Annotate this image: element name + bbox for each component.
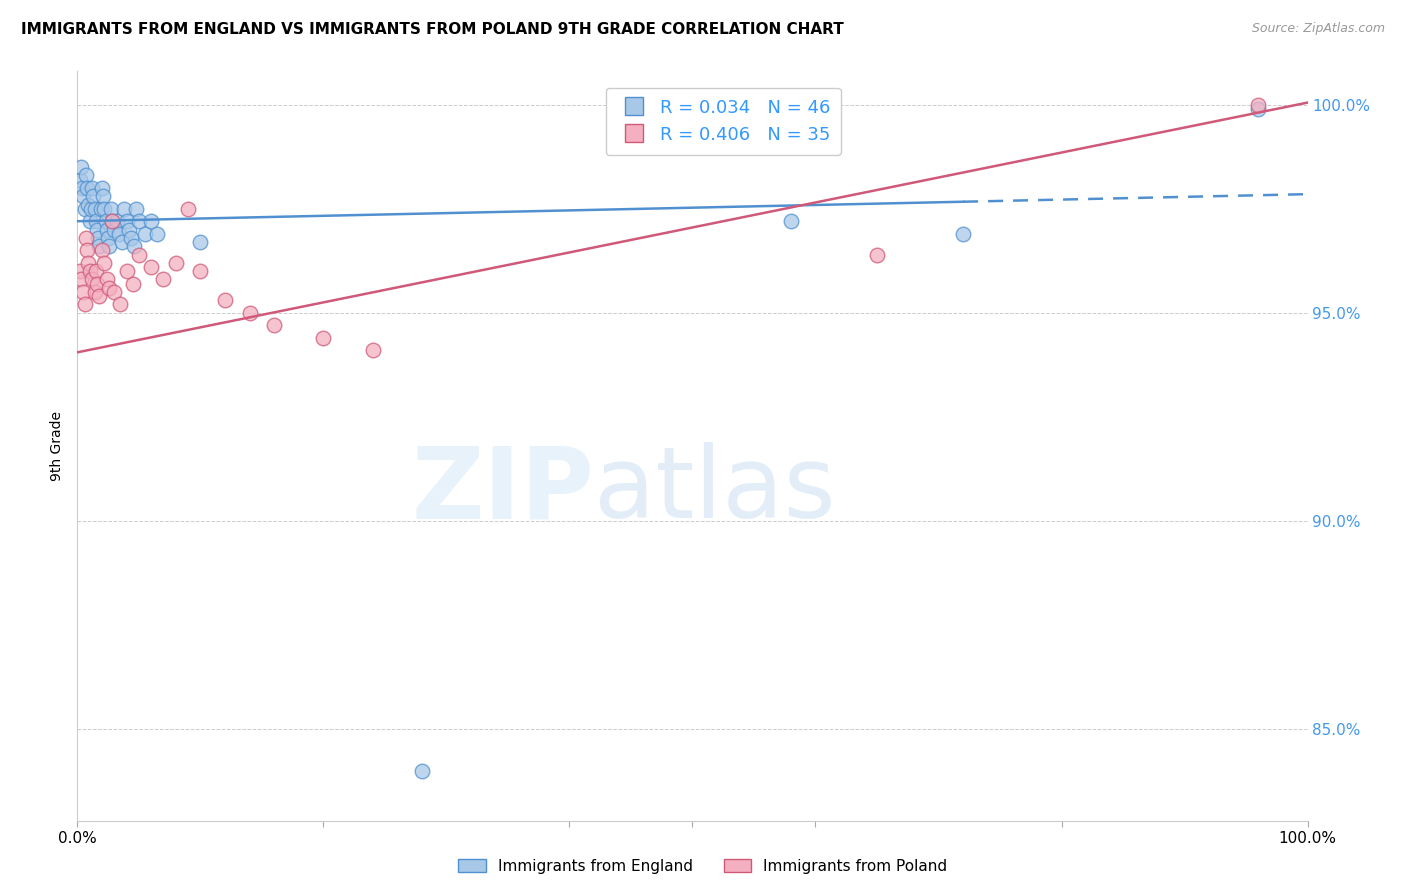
Point: [86, 222, 108, 236]
Point: [79, 264, 101, 278]
Point: [128, 214, 150, 228]
Point: [146, 227, 169, 241]
Point: [108, 227, 131, 241]
Point: [121, 231, 143, 245]
Point: [76, 244, 98, 258]
Point: [866, 247, 889, 261]
Point: [105, 214, 128, 228]
Point: [73, 297, 96, 311]
Point: [239, 306, 262, 320]
Point: [103, 285, 125, 299]
Text: atlas: atlas: [595, 442, 835, 540]
Point: [75, 169, 97, 183]
Point: [82, 272, 104, 286]
Point: [72, 285, 94, 299]
Point: [115, 264, 138, 278]
Point: [79, 214, 101, 228]
Point: [98, 281, 121, 295]
Point: [97, 231, 120, 245]
Text: Source: ZipAtlas.com: Source: ZipAtlas.com: [1251, 22, 1385, 36]
Point: [89, 289, 111, 303]
Point: [96, 222, 118, 236]
Point: [110, 297, 132, 311]
Point: [83, 202, 105, 216]
Point: [93, 202, 115, 216]
Point: [361, 343, 384, 358]
Point: [72, 189, 94, 203]
Point: [90, 244, 114, 258]
Point: [84, 264, 107, 278]
Point: [141, 260, 163, 274]
Point: [188, 264, 212, 278]
Point: [128, 247, 150, 261]
Point: [82, 181, 104, 195]
Point: [90, 202, 112, 216]
Point: [77, 197, 100, 211]
Point: [83, 285, 105, 299]
Point: [70, 160, 93, 174]
Point: [73, 202, 96, 216]
Point: [188, 235, 212, 249]
Point: [952, 227, 974, 241]
Point: [80, 202, 103, 216]
Y-axis label: 9th Grade: 9th Grade: [51, 411, 65, 481]
Point: [141, 214, 163, 228]
Text: IMMIGRANTS FROM ENGLAND VS IMMIGRANTS FROM POLAND 9TH GRADE CORRELATION CHART: IMMIGRANTS FROM ENGLAND VS IMMIGRANTS FR…: [21, 22, 844, 37]
Point: [76, 181, 98, 195]
Point: [111, 235, 132, 249]
Point: [263, 318, 285, 333]
Point: [91, 189, 114, 203]
Point: [118, 222, 141, 236]
Point: [121, 277, 143, 291]
Point: [312, 331, 335, 345]
Point: [87, 231, 110, 245]
Point: [84, 214, 107, 228]
Point: [101, 214, 124, 228]
Text: ZIP: ZIP: [411, 442, 595, 540]
Point: [165, 256, 187, 270]
Legend: Immigrants from England, Immigrants from Poland: Immigrants from England, Immigrants from…: [453, 853, 953, 880]
Point: [411, 764, 433, 778]
Point: [69, 172, 91, 186]
Point: [77, 256, 100, 270]
Point: [177, 202, 200, 216]
Point: [70, 181, 93, 195]
Point: [82, 189, 104, 203]
Point: [1247, 102, 1270, 116]
Point: [75, 231, 97, 245]
Point: [96, 272, 118, 286]
Point: [69, 264, 91, 278]
Point: [134, 227, 156, 241]
Point: [100, 202, 122, 216]
Point: [152, 272, 174, 286]
Point: [94, 214, 117, 228]
Point: [115, 214, 138, 228]
Point: [214, 293, 236, 308]
Point: [89, 239, 111, 253]
Point: [93, 256, 115, 270]
Point: [86, 277, 108, 291]
Point: [112, 202, 135, 216]
Legend: R = 0.034   N = 46, R = 0.406   N = 35: R = 0.034 N = 46, R = 0.406 N = 35: [606, 88, 841, 154]
Point: [780, 214, 803, 228]
Point: [98, 239, 121, 253]
Point: [101, 214, 124, 228]
Point: [125, 202, 148, 216]
Point: [122, 239, 145, 253]
Point: [90, 181, 114, 195]
Point: [103, 222, 125, 236]
Point: [70, 272, 93, 286]
Point: [1247, 97, 1270, 112]
